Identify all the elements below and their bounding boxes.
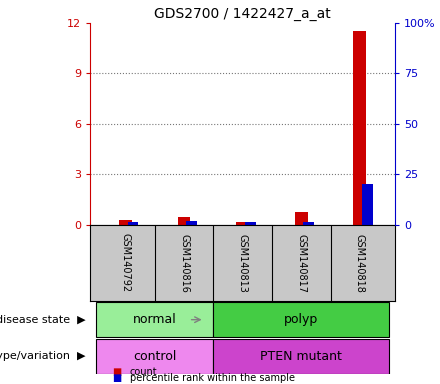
Title: GDS2700 / 1422427_a_at: GDS2700 / 1422427_a_at [154, 7, 331, 21]
Bar [96, 339, 213, 374]
Bar [304, 222, 315, 225]
Text: disease state  ▶: disease state ▶ [0, 314, 86, 325]
Bar [236, 222, 249, 225]
Bar [186, 221, 197, 225]
Text: genotype/variation  ▶: genotype/variation ▶ [0, 351, 86, 361]
Bar [362, 184, 373, 225]
Bar [213, 339, 389, 374]
Text: GSM140813: GSM140813 [238, 233, 248, 293]
Bar [96, 302, 213, 337]
Text: control: control [133, 350, 176, 362]
Bar [128, 222, 139, 225]
Text: ■: ■ [112, 367, 121, 377]
Bar [213, 302, 389, 337]
Text: GSM140817: GSM140817 [296, 233, 306, 293]
Bar [119, 220, 132, 225]
Text: polyp: polyp [284, 313, 319, 326]
Bar [295, 212, 308, 225]
Bar [245, 222, 256, 225]
Text: PTEN mutant: PTEN mutant [260, 350, 342, 362]
Text: GSM140792: GSM140792 [121, 233, 130, 293]
Text: normal: normal [133, 313, 176, 326]
Text: GSM140818: GSM140818 [355, 233, 365, 293]
Bar [178, 217, 191, 225]
Bar [353, 31, 367, 225]
Text: GSM140816: GSM140816 [179, 233, 189, 293]
Text: percentile rank within the sample: percentile rank within the sample [130, 373, 295, 383]
Text: count: count [130, 367, 158, 377]
Text: ■: ■ [112, 373, 121, 383]
